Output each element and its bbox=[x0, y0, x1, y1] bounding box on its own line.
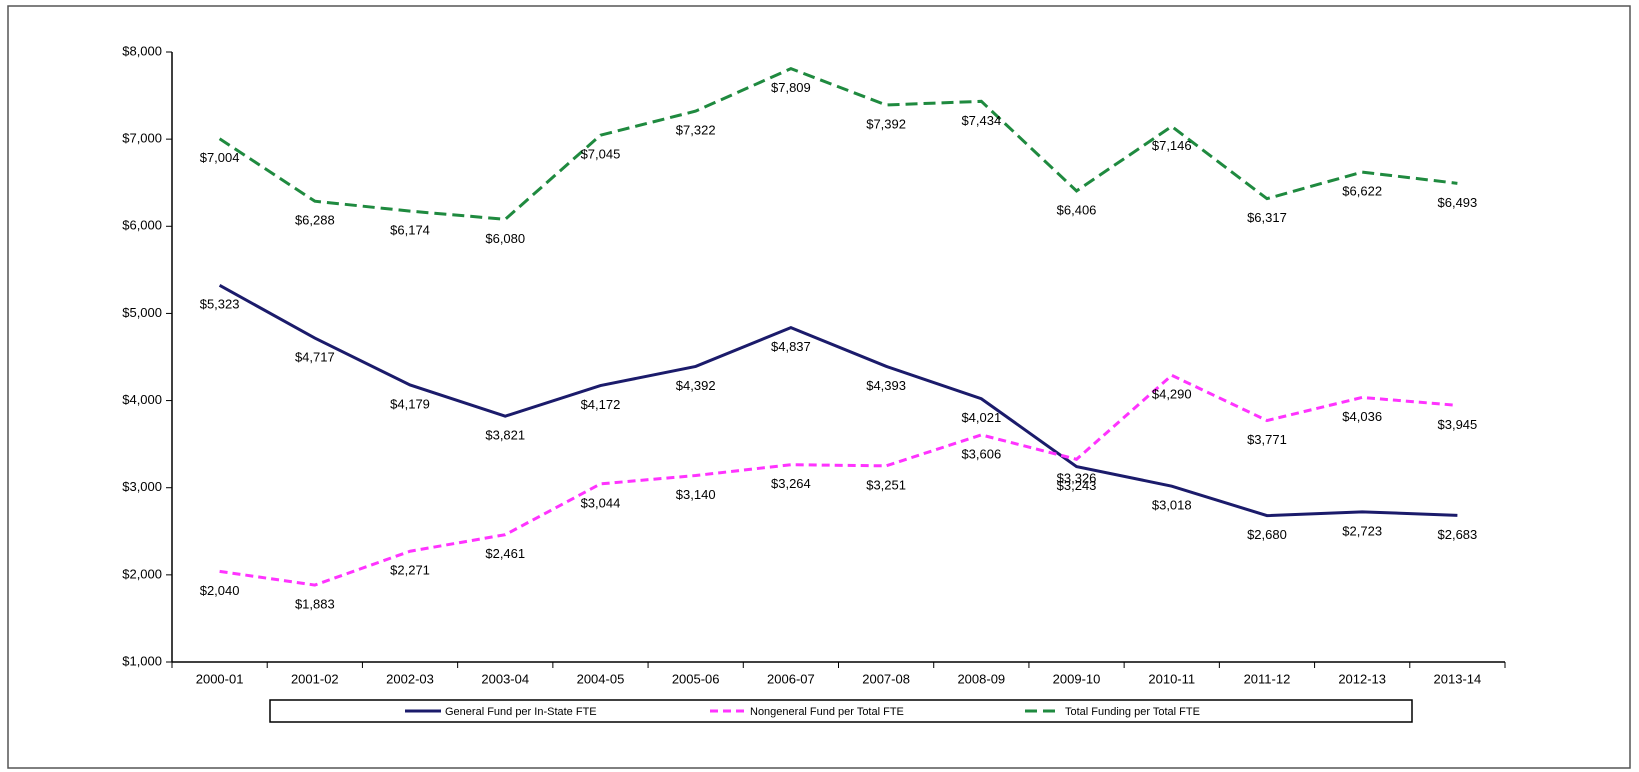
x-tick-label: 2006-07 bbox=[767, 671, 815, 686]
legend-items: General Fund per In-State FTE Nongeneral … bbox=[405, 706, 1200, 718]
y-tick-label: $2,000 bbox=[122, 566, 162, 581]
data-label: $7,392 bbox=[866, 116, 906, 131]
x-tick-label: 2003-04 bbox=[481, 671, 529, 686]
data-label: $4,290 bbox=[1152, 387, 1192, 402]
data-label: $2,271 bbox=[390, 563, 430, 578]
y-tick-label: $1,000 bbox=[122, 653, 162, 668]
data-label: $6,406 bbox=[1057, 202, 1097, 217]
x-tick-label: 2010-11 bbox=[1148, 671, 1195, 686]
data-label: $2,040 bbox=[200, 583, 240, 598]
data-label: $2,683 bbox=[1438, 527, 1478, 542]
x-tick-label: 2000-01 bbox=[196, 671, 244, 686]
data-label: $4,179 bbox=[390, 396, 430, 411]
data-label: $6,080 bbox=[485, 231, 525, 246]
y-tick-label: $5,000 bbox=[122, 305, 162, 320]
data-label: $3,044 bbox=[581, 495, 621, 510]
data-label: $3,018 bbox=[1152, 498, 1192, 513]
data-label: $4,393 bbox=[866, 378, 906, 393]
x-tick-label: 2009-10 bbox=[1053, 671, 1101, 686]
x-tick-label: 2004-05 bbox=[577, 671, 625, 686]
data-label: $3,140 bbox=[676, 487, 716, 502]
data-label: $3,326 bbox=[1057, 471, 1097, 486]
data-label: $3,606 bbox=[961, 446, 1001, 461]
series-line bbox=[218, 283, 1458, 518]
y-tick-label: $4,000 bbox=[122, 392, 162, 407]
legend-label: Total Funding per Total FTE bbox=[1065, 706, 1200, 718]
data-label: $4,717 bbox=[295, 350, 335, 365]
data-label: $3,771 bbox=[1247, 432, 1287, 447]
x-tick-label: 2005-06 bbox=[672, 671, 720, 686]
data-label: $4,172 bbox=[581, 397, 621, 412]
series-line bbox=[218, 67, 1458, 221]
x-tick-label: 2002-03 bbox=[386, 671, 434, 686]
x-tick-label: 2011-12 bbox=[1244, 671, 1291, 686]
y-tick-label: $8,000 bbox=[122, 43, 162, 58]
data-label: $3,821 bbox=[485, 428, 525, 443]
data-label: $6,174 bbox=[390, 223, 430, 238]
data-label: $7,322 bbox=[676, 123, 716, 138]
data-label: $2,461 bbox=[485, 546, 525, 561]
chart-frame bbox=[7, 5, 1631, 769]
data-label: $6,317 bbox=[1247, 210, 1287, 225]
data-label: $6,288 bbox=[295, 213, 335, 228]
data-label: $6,493 bbox=[1438, 195, 1478, 210]
data-label: $7,809 bbox=[771, 80, 811, 95]
data-label: $3,945 bbox=[1438, 417, 1478, 432]
legend-label: General Fund per In-State FTE bbox=[445, 706, 597, 718]
data-label: $2,680 bbox=[1247, 527, 1287, 542]
data-label: $6,622 bbox=[1342, 184, 1382, 199]
x-tick-label: 2012-13 bbox=[1338, 671, 1386, 686]
data-label: $3,264 bbox=[771, 476, 811, 491]
data-label: $4,021 bbox=[961, 410, 1001, 425]
data-label: $7,045 bbox=[581, 147, 621, 162]
data-label: $3,251 bbox=[866, 477, 906, 492]
legend bbox=[269, 699, 1413, 723]
data-label: $4,036 bbox=[1342, 409, 1382, 424]
x-tick-label: 2008-09 bbox=[957, 671, 1005, 686]
data-label: $7,146 bbox=[1152, 138, 1192, 153]
y-tick-label: $6,000 bbox=[122, 218, 162, 233]
data-label: $3,243 bbox=[1057, 478, 1097, 493]
x-tick-label: 2007-08 bbox=[862, 671, 910, 686]
y-tick-label: $7,000 bbox=[122, 131, 162, 146]
data-label: $2,723 bbox=[1342, 523, 1382, 538]
x-tick-label: 2001-02 bbox=[291, 671, 339, 686]
data-label: $5,323 bbox=[200, 297, 240, 312]
data-label: $4,392 bbox=[676, 378, 716, 393]
data-label: $1,883 bbox=[295, 596, 335, 611]
data-label: $4,837 bbox=[771, 339, 811, 354]
data-label: $7,004 bbox=[200, 150, 240, 165]
legend-label: Nongeneral Fund per Total FTE bbox=[750, 706, 904, 718]
data-label: $7,434 bbox=[961, 113, 1001, 128]
series-line bbox=[219, 373, 1458, 587]
x-tick-label: 2013-14 bbox=[1434, 671, 1482, 686]
y-tick-label: $3,000 bbox=[122, 479, 162, 494]
